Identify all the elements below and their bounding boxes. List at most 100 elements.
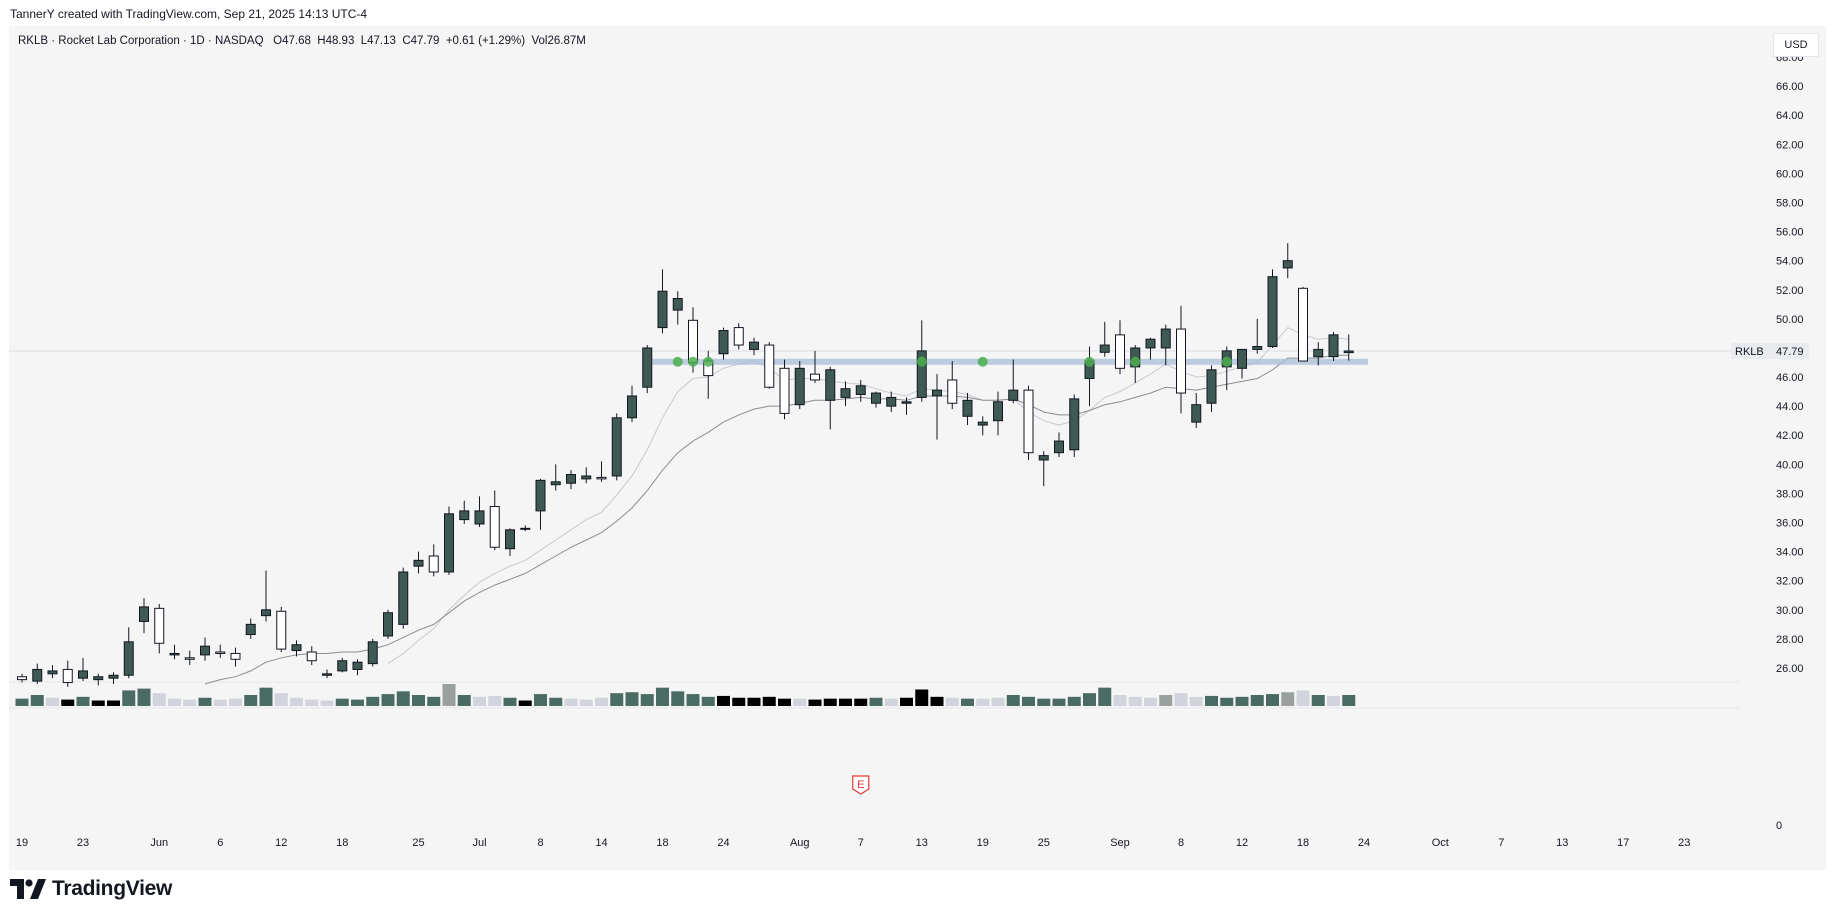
currency-button[interactable]: USD: [1773, 33, 1819, 57]
candle[interactable]: [825, 366, 836, 430]
candle[interactable]: [1282, 243, 1293, 279]
candle[interactable]: [779, 359, 790, 420]
candle[interactable]: [1298, 286, 1308, 362]
candle[interactable]: [596, 461, 607, 482]
candle[interactable]: [764, 342, 775, 389]
candle[interactable]: [520, 525, 531, 532]
candle[interactable]: [657, 269, 668, 334]
candle[interactable]: [840, 381, 851, 407]
candle[interactable]: [32, 663, 43, 685]
candle[interactable]: [627, 385, 637, 423]
candle-body: [1145, 338, 1156, 349]
candle[interactable]: [322, 669, 332, 679]
candle[interactable]: [245, 618, 256, 639]
candle[interactable]: [1237, 348, 1247, 379]
candle[interactable]: [459, 500, 470, 524]
legend-symbol[interactable]: RKLB: [18, 35, 49, 47]
candle[interactable]: [93, 673, 104, 686]
candle[interactable]: [337, 657, 348, 673]
candle[interactable]: [1328, 331, 1339, 362]
candle[interactable]: [1008, 359, 1019, 404]
candle[interactable]: [215, 644, 226, 658]
candle[interactable]: [123, 627, 134, 679]
candle[interactable]: [1191, 393, 1202, 428]
candle[interactable]: [642, 345, 653, 394]
candle[interactable]: [1054, 432, 1064, 458]
candle[interactable]: [733, 323, 744, 350]
candle[interactable]: [871, 391, 881, 408]
candle[interactable]: [489, 490, 500, 551]
candle[interactable]: [276, 606, 287, 652]
candle[interactable]: [1084, 346, 1095, 407]
candle[interactable]: [78, 657, 88, 682]
candle[interactable]: [672, 291, 683, 325]
candle[interactable]: [444, 506, 454, 575]
candle[interactable]: [901, 397, 912, 415]
candle[interactable]: [383, 609, 393, 639]
candle[interactable]: [352, 659, 363, 676]
candle[interactable]: [1176, 305, 1186, 414]
candle[interactable]: [367, 638, 378, 667]
candle[interactable]: [977, 416, 988, 436]
candle-body: [718, 329, 729, 355]
candle-body: [1191, 404, 1202, 423]
candle[interactable]: [1069, 394, 1080, 458]
candle[interactable]: [535, 478, 546, 530]
candle[interactable]: [810, 350, 820, 383]
candle[interactable]: [611, 413, 622, 481]
candle[interactable]: [1145, 337, 1156, 360]
candle[interactable]: [413, 551, 424, 574]
candle[interactable]: [1206, 365, 1217, 412]
candle[interactable]: [428, 544, 439, 577]
candle[interactable]: [718, 327, 729, 360]
legend-interval[interactable]: 1D: [190, 35, 205, 47]
candle[interactable]: [581, 467, 592, 484]
candle[interactable]: [169, 644, 180, 660]
candle[interactable]: [749, 337, 759, 356]
candle[interactable]: [794, 361, 805, 410]
candle[interactable]: [306, 646, 317, 666]
earnings-marker[interactable]: E: [852, 775, 870, 795]
candle[interactable]: [1099, 321, 1110, 357]
candle[interactable]: [1023, 385, 1034, 460]
candle[interactable]: [17, 673, 27, 683]
candle[interactable]: [154, 603, 165, 654]
candle[interactable]: [62, 660, 73, 687]
candle[interactable]: [200, 637, 210, 661]
volume-bar: [427, 696, 441, 706]
candle[interactable]: [474, 496, 485, 527]
candle-body: [108, 674, 119, 679]
candle[interactable]: [184, 650, 195, 666]
candle[interactable]: [855, 379, 866, 402]
candle[interactable]: [962, 393, 973, 426]
candle[interactable]: [108, 672, 119, 685]
time-tick-label: 23: [1678, 837, 1690, 849]
candle[interactable]: [230, 647, 241, 667]
candle[interactable]: [261, 570, 271, 622]
candle[interactable]: [947, 361, 958, 410]
candle[interactable]: [932, 374, 942, 440]
candle[interactable]: [47, 665, 58, 679]
candle[interactable]: [566, 470, 576, 490]
candle[interactable]: [291, 640, 302, 657]
candle[interactable]: [1313, 342, 1324, 366]
support-zone[interactable]: [643, 358, 1368, 365]
candle[interactable]: [505, 528, 515, 556]
candle-body: [733, 327, 744, 346]
candle[interactable]: [993, 391, 1003, 436]
candle[interactable]: [1252, 318, 1263, 354]
candle[interactable]: [1038, 451, 1049, 487]
candle[interactable]: [1267, 269, 1278, 348]
candle[interactable]: [550, 464, 561, 491]
candle[interactable]: [1343, 334, 1354, 361]
price-tick-label: 34.00: [1776, 547, 1804, 559]
candle[interactable]: [886, 391, 897, 412]
volume-bar: [793, 698, 807, 706]
candle[interactable]: [139, 598, 149, 634]
candle[interactable]: [1160, 324, 1171, 366]
candle[interactable]: [398, 567, 409, 629]
chart-pane[interactable]: [9, 26, 1826, 870]
tradingview-logo[interactable]: TradingView: [10, 875, 172, 903]
candle[interactable]: [1115, 320, 1125, 375]
